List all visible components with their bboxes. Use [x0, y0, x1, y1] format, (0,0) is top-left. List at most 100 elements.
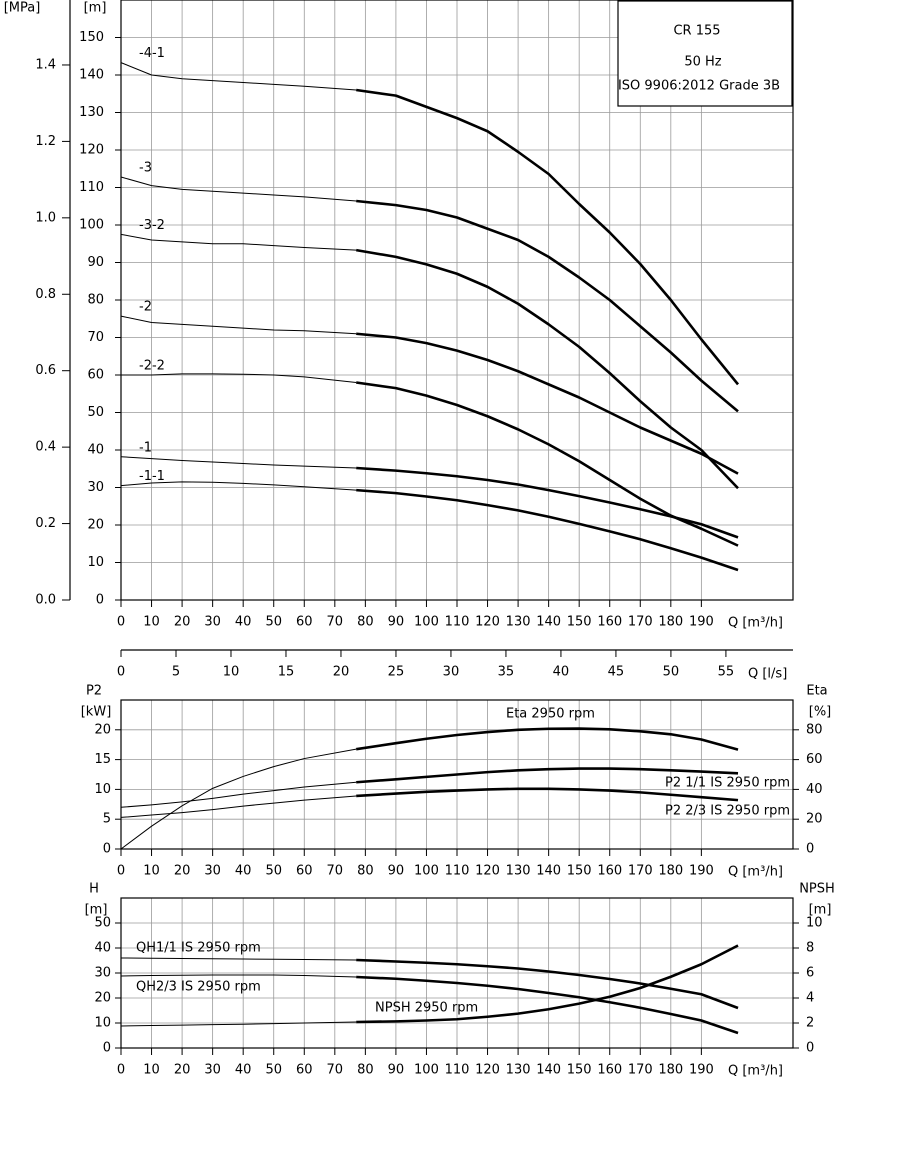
curve-thick	[356, 488, 739, 572]
y2-tick-label: 60	[806, 752, 823, 767]
secondary-x-tick-label: 20	[333, 665, 350, 680]
curve-thick	[356, 787, 739, 802]
box-note: ISO 9906:2012 Grade 3B	[618, 79, 780, 94]
x-tick-label: 170	[628, 1063, 653, 1078]
curve-thick	[355, 248, 739, 490]
y-tick-label: 50	[94, 916, 111, 931]
y2-tick-label: 2	[806, 1016, 814, 1031]
curve-label: -3	[139, 161, 152, 176]
curve-thick	[356, 958, 739, 1010]
x-tick-label: 190	[689, 1063, 714, 1078]
curve-label: -4-1	[139, 46, 165, 61]
x-tick-label: 30	[204, 864, 221, 879]
x-tick-label: 60	[296, 864, 313, 879]
y-tick-label: 15	[94, 752, 111, 767]
y2-tick-label: 20	[806, 812, 823, 827]
curve-thick	[356, 944, 739, 1024]
curve-thin	[120, 748, 357, 850]
curve-thick	[356, 332, 739, 475]
x-axis-title: Q [m³/h]	[728, 616, 783, 631]
x-tick-label: 50	[265, 864, 282, 879]
x-tick-label: 70	[327, 1063, 344, 1078]
y2-tick-label: 1.2	[35, 134, 56, 149]
x-tick-label: 40	[235, 615, 252, 630]
y2-tick-label: 40	[806, 782, 823, 797]
curve-thick	[356, 767, 739, 784]
y-tick-label: 80	[87, 293, 104, 308]
curve-thin	[120, 781, 357, 808]
secondary-x-tick-label: 0	[117, 665, 125, 680]
y-tick-label: 10	[94, 1016, 111, 1031]
secondary-x-axis-title: Q [l/s]	[748, 667, 787, 682]
x-tick-label: 130	[506, 1063, 531, 1078]
x-tick-label: 160	[597, 864, 622, 879]
x-tick-label: 110	[445, 615, 470, 630]
y-tick-label: 60	[87, 368, 104, 383]
curve-label: -2	[139, 300, 152, 315]
x-tick-label: 30	[204, 1063, 221, 1078]
x-tick-label: 120	[475, 1063, 500, 1078]
x-tick-label: 160	[597, 615, 622, 630]
x-axis-title: Q [m³/h]	[728, 1064, 783, 1079]
curve-label: -1	[139, 440, 152, 455]
x-tick-label: 40	[235, 1063, 252, 1078]
y-tick-label: 120	[79, 143, 104, 158]
secondary-x-tick-label: 15	[278, 665, 295, 680]
y-tick-label: 130	[79, 105, 104, 120]
secondary-x-tick-label: 30	[443, 665, 460, 680]
y2-tick-label: 1.0	[35, 210, 56, 225]
y-tick-label: 0	[103, 1041, 111, 1056]
x-tick-label: 70	[327, 615, 344, 630]
curve-thin	[120, 1021, 357, 1027]
y2-tick-label: 6	[806, 966, 814, 981]
y-tick-label: 90	[87, 255, 104, 270]
y2-tick-label: 10	[806, 916, 823, 931]
y-tick-label: 30	[87, 480, 104, 495]
secondary-x-tick-label: 35	[498, 665, 515, 680]
y2-tick-label: 0	[806, 1041, 814, 1056]
curve-thin	[120, 62, 357, 91]
y-tick-label: 5	[103, 812, 111, 827]
y2-tick-label: 0.8	[35, 287, 56, 302]
curve-thick	[356, 466, 739, 539]
x-tick-label: 10	[143, 864, 160, 879]
curve-thin	[120, 315, 357, 335]
secondary-x-tick-label: 10	[223, 665, 240, 680]
x-tick-label: 90	[388, 864, 405, 879]
y2-axis-unit: [%]	[809, 705, 832, 720]
x-tick-label: 100	[414, 864, 439, 879]
info-box	[617, 0, 793, 107]
secondary-x-tick-label: 5	[172, 665, 180, 680]
y-tick-label: 40	[94, 941, 111, 956]
curve-label: -3-2	[139, 218, 165, 233]
curve-thin	[120, 974, 357, 978]
box-title: CR 155	[673, 24, 720, 39]
curve-label: P2 1/1 IS 2950 rpm	[665, 776, 790, 791]
x-tick-label: 100	[414, 1063, 439, 1078]
y2-axis-title: Eta	[806, 684, 827, 699]
x-tick-label: 20	[174, 864, 191, 879]
y-tick-label: 50	[87, 405, 104, 420]
y-axis-unit: [m]	[85, 903, 108, 918]
y-axis-title: [m]	[84, 1, 107, 16]
y2-axis-title: [MPa]	[4, 1, 41, 16]
x-tick-label: 150	[567, 1063, 592, 1078]
x-tick-label: 30	[204, 615, 221, 630]
secondary-x-tick-label: 55	[718, 665, 735, 680]
y-tick-label: 0	[103, 842, 111, 857]
x-axis-title: Q [m³/h]	[728, 865, 783, 880]
y-tick-label: 20	[87, 518, 104, 533]
x-tick-label: 180	[658, 615, 683, 630]
curve-thin	[120, 481, 357, 491]
y-tick-label: 40	[87, 443, 104, 458]
curve-thin	[120, 795, 357, 818]
x-tick-label: 120	[475, 864, 500, 879]
secondary-x-tick-label: 40	[553, 665, 570, 680]
x-tick-label: 90	[388, 1063, 405, 1078]
y-tick-label: 150	[79, 30, 104, 45]
curve-thick	[356, 88, 740, 386]
curve-thin	[121, 373, 357, 383]
y2-tick-label: 0	[806, 842, 814, 857]
x-tick-label: 80	[357, 1063, 374, 1078]
x-tick-label: 180	[658, 1063, 683, 1078]
